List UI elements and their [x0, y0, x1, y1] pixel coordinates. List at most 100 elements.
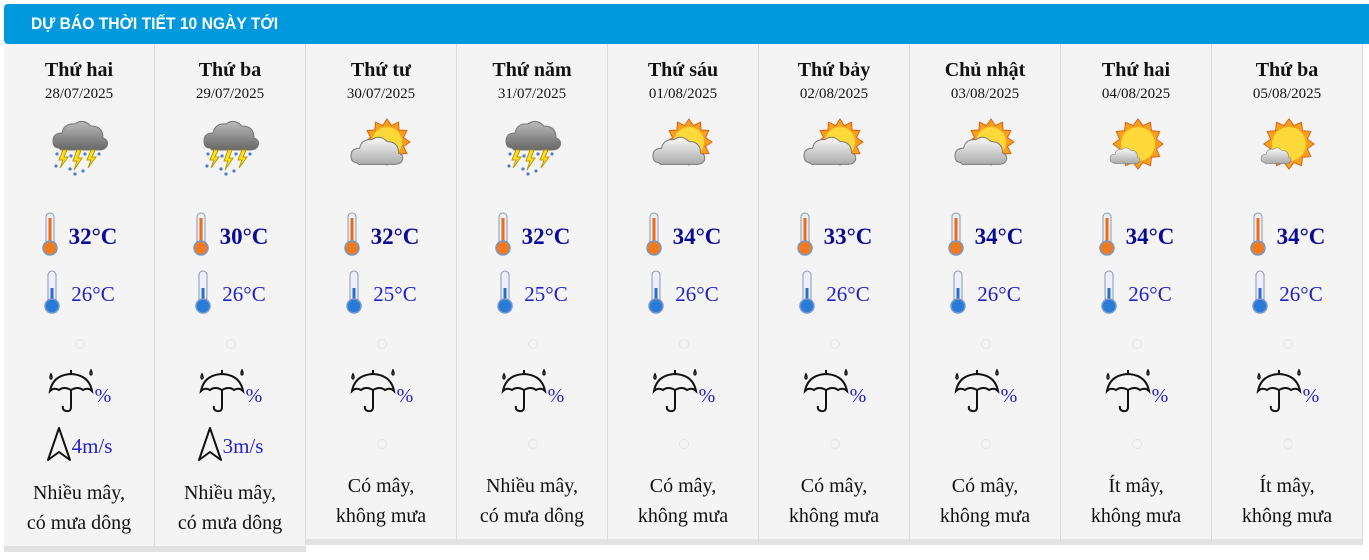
max-temp: 34°C — [1125, 223, 1175, 249]
thermometer-cold-icon — [345, 270, 363, 319]
day-name: Chủ nhật — [944, 59, 1026, 81]
wind-direction-icon — [197, 426, 223, 467]
max-temp: 32°C — [68, 223, 118, 249]
day-name: Thứ ba — [1255, 59, 1319, 81]
max-temp: 34°C — [672, 223, 722, 249]
day-column: Thứ ba 29/07/2025 30°C 26°C % 3m/s Nhiều… — [155, 44, 306, 552]
day-date: 04/08/2025 — [1101, 86, 1171, 102]
day-name: Thứ bảy — [797, 59, 871, 81]
min-temp: 26°C — [1279, 282, 1323, 306]
min-temp: 25°C — [373, 282, 417, 306]
thermometer-hot-icon — [343, 212, 361, 261]
placeholder-dot-icon — [981, 439, 991, 449]
rain-chance: % — [1302, 385, 1320, 407]
umbrella-icon — [802, 368, 852, 418]
mostly-sunny-icon — [1061, 116, 1211, 178]
rain-chance: % — [547, 385, 565, 407]
day-date: 28/07/2025 — [44, 86, 114, 102]
day-date: 31/07/2025 — [497, 86, 567, 102]
rain-chance: % — [1151, 385, 1169, 407]
thermometer-cold-icon — [647, 270, 665, 319]
thunderstorm-icon — [155, 116, 305, 178]
day-column: Thứ sáu 01/08/2025 34°C 26°C % Có mây, k… — [608, 44, 759, 545]
weather-description-line2: không mưa — [1241, 505, 1333, 527]
min-temp: 26°C — [826, 282, 870, 306]
weather-description-line2: không mưa — [637, 505, 729, 527]
thermometer-hot-icon — [192, 212, 210, 261]
day-date: 30/07/2025 — [346, 86, 416, 102]
partly-cloudy-icon — [910, 116, 1060, 178]
placeholder-dot-icon — [1283, 439, 1293, 449]
partly-cloudy-icon — [608, 116, 758, 178]
thermometer-cold-icon — [798, 270, 816, 319]
day-column: Thứ năm 31/07/2025 32°C 25°C % Nhiều mây… — [457, 44, 608, 545]
day-date: 02/08/2025 — [799, 86, 869, 102]
max-temp: 34°C — [974, 223, 1024, 249]
weather-description-line2: không mưa — [788, 505, 880, 527]
day-date: 03/08/2025 — [950, 86, 1020, 102]
umbrella-icon — [1255, 368, 1305, 418]
thermometer-cold-icon — [1251, 270, 1269, 319]
day-column: Thứ hai 28/07/2025 32°C 26°C % 4m/s Nhiề… — [4, 44, 155, 552]
weather-description-line1: Ít mây, — [1108, 475, 1164, 497]
weather-description-line1: Nhiều mây, — [183, 482, 276, 504]
max-temp: 30°C — [219, 223, 269, 249]
weather-description-line1: Ít mây, — [1259, 475, 1315, 497]
placeholder-dot-icon — [1132, 439, 1142, 449]
placeholder-dot-icon — [528, 439, 538, 449]
min-temp: 26°C — [71, 282, 115, 306]
placeholder-dot-icon — [226, 339, 236, 349]
max-temp: 32°C — [521, 223, 571, 249]
day-column: Thứ bảy 02/08/2025 33°C 26°C % Có mây, k… — [759, 44, 910, 545]
day-column: Chủ nhật 03/08/2025 34°C 26°C % Có mây, … — [910, 44, 1061, 545]
wind-direction-icon — [46, 426, 72, 467]
day-name: Thứ hai — [44, 59, 114, 81]
thermometer-hot-icon — [494, 212, 512, 261]
placeholder-dot-icon — [830, 339, 840, 349]
day-column: Thứ ba 05/08/2025 34°C 26°C % Ít mây, kh… — [1212, 44, 1363, 545]
day-name: Thứ sáu — [647, 59, 719, 81]
forecast-header: DỰ BÁO THỜI TIẾT 10 NGÀY TỚI — [4, 4, 1369, 44]
min-temp: 26°C — [1128, 282, 1172, 306]
rain-chance: % — [396, 385, 414, 407]
day-date: 29/07/2025 — [195, 86, 265, 102]
thermometer-hot-icon — [1249, 212, 1267, 261]
thermometer-hot-icon — [645, 212, 663, 261]
rain-chance: % — [849, 385, 867, 407]
weather-description-line2: không mưa — [939, 505, 1031, 527]
day-date: 01/08/2025 — [648, 86, 718, 102]
partly-cloudy-icon — [759, 116, 909, 178]
thermometer-hot-icon — [796, 212, 814, 261]
mostly-sunny-icon — [1212, 116, 1362, 178]
day-name: Thứ hai — [1101, 59, 1171, 81]
umbrella-icon — [500, 368, 550, 418]
day-name: Thứ năm — [492, 59, 572, 81]
rain-chance: % — [1000, 385, 1018, 407]
thermometer-hot-icon — [947, 212, 965, 261]
thermometer-cold-icon — [949, 270, 967, 319]
day-column: Thứ tư 30/07/2025 32°C 25°C % Có mây, kh… — [306, 44, 457, 545]
weather-description-line2: có mưa dông — [177, 512, 283, 534]
min-temp: 25°C — [524, 282, 568, 306]
wind-speed: 3m/s — [222, 434, 264, 458]
thermometer-cold-icon — [496, 270, 514, 319]
thermometer-hot-icon — [1098, 212, 1116, 261]
min-temp: 26°C — [222, 282, 266, 306]
umbrella-icon — [47, 368, 97, 418]
thermometer-cold-icon — [194, 270, 212, 319]
placeholder-dot-icon — [830, 439, 840, 449]
rain-chance: % — [245, 385, 263, 407]
wind-speed: 4m/s — [71, 434, 113, 458]
weather-description-line2: không mưa — [1090, 505, 1182, 527]
umbrella-icon — [953, 368, 1003, 418]
thunderstorm-icon — [4, 116, 154, 178]
thermometer-cold-icon — [43, 270, 61, 319]
weather-description-line1: Có mây, — [800, 475, 868, 497]
thermometer-cold-icon — [1100, 270, 1118, 319]
placeholder-dot-icon — [377, 439, 387, 449]
max-temp: 32°C — [370, 223, 420, 249]
placeholder-dot-icon — [1132, 339, 1142, 349]
weather-description-line1: Có mây, — [649, 475, 717, 497]
placeholder-dot-icon — [528, 339, 538, 349]
max-temp: 33°C — [823, 223, 873, 249]
